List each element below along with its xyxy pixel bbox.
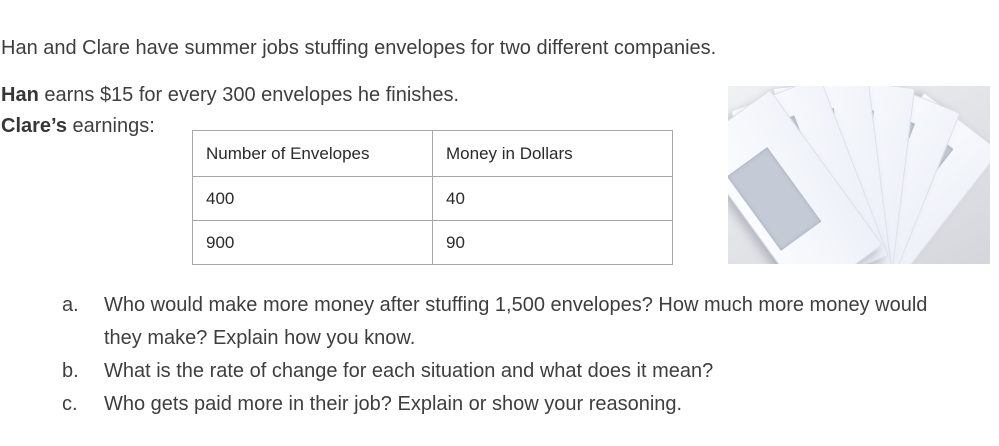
question-c: c. Who gets paid more in their job? Expl…: [62, 388, 946, 421]
table-row: 900 90: [192, 220, 673, 265]
clare-name: Clare’s: [1, 115, 67, 137]
column-header-envelopes: Number of Envelopes: [192, 130, 433, 177]
question-a-marker: a.: [62, 294, 79, 316]
question-c-text: Who gets paid more in their job? Explain…: [104, 393, 683, 415]
cell-money-1: 90: [432, 220, 673, 265]
question-b: b. What is the rate of change for each s…: [62, 355, 946, 388]
question-c-marker: c.: [62, 393, 78, 415]
question-b-text: What is the rate of change for each situ…: [104, 360, 714, 382]
envelope-window: [728, 147, 822, 251]
column-header-money: Money in Dollars: [432, 130, 673, 177]
question-b-marker: b.: [62, 360, 79, 382]
table-row: 400 40: [192, 176, 673, 221]
han-name: Han: [1, 84, 39, 106]
han-earnings-text: earns $15 for every 300 envelopes he fin…: [38, 84, 460, 106]
intro-sentence: Han and Clare have summer jobs stuffing …: [1, 37, 717, 59]
earnings-description: Han earns $15 for every 300 envelopes he…: [1, 80, 459, 142]
clare-earnings-text: earnings:: [66, 115, 155, 137]
envelopes-photo: [728, 86, 990, 264]
table-header-row: Number of Envelopes Money in Dollars: [192, 130, 673, 177]
question-a-text: Who would make more money after stuffing…: [104, 294, 928, 349]
cell-envelopes-1: 900: [192, 220, 433, 265]
cell-envelopes-0: 400: [192, 176, 433, 221]
question-list: a. Who would make more money after stuff…: [62, 289, 946, 421]
cell-money-0: 40: [432, 176, 673, 221]
clare-earnings-table: Number of Envelopes Money in Dollars 400…: [192, 130, 673, 265]
question-a: a. Who would make more money after stuff…: [62, 289, 946, 355]
